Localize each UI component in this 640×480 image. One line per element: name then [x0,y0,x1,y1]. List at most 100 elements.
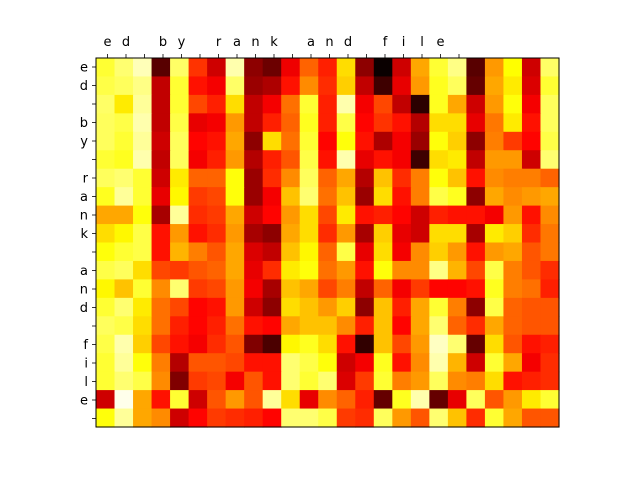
heatmap-cell-r9-c11 [299,224,319,244]
heatmap-cell-r4-c22 [503,131,523,151]
heatmap-cell-r4-c15 [373,131,393,151]
heatmap-cell-r17-c3 [151,371,171,391]
heatmap-cell-r18-c2 [133,390,153,410]
heatmap-cell-r16-c10 [281,353,301,373]
heatmap-cell-r11-c15 [373,260,393,280]
heatmap-cell-r16-c3 [151,353,171,373]
heatmap-cell-r18-c13 [336,390,356,410]
heatmap-cell-r10-c0 [96,242,116,262]
heatmap-cell-r11-c6 [207,260,227,280]
x-tick-label: a [233,35,241,50]
heatmap-cell-r19-c6 [207,408,227,428]
heatmap-cell-r19-c15 [373,408,393,428]
heatmap-cell-r15-c11 [299,334,319,354]
heatmap-cell-r13-c13 [336,297,356,317]
x-tick-label: a [307,35,315,50]
heatmap-cell-r11-c21 [484,260,505,280]
heatmap-cell-r1-c9 [262,76,282,96]
heatmap-cell-r15-c15 [373,334,393,354]
heatmap-cell-r13-c10 [281,297,301,317]
heatmap-cell-r1-c1 [114,76,134,96]
heatmap-cell-r16-c17 [410,353,430,373]
heatmap-cell-r5-c12 [318,150,338,170]
heatmap-cell-r10-c22 [503,242,523,262]
heatmap-cell-r12-c11 [299,279,319,299]
heatmap-cell-r14-c7 [225,316,245,336]
heatmap-cell-r10-c18 [429,242,449,262]
heatmap-cell-r9-c8 [244,224,264,244]
heatmap-cell-r1-c23 [521,76,542,96]
heatmap-cell-r3-c10 [281,113,301,133]
heatmap-cell-r4-c17 [410,131,430,151]
heatmap-cell-r2-c20 [466,94,486,114]
heatmap-cell-r5-c21 [484,150,505,170]
heatmap-cell-r4-c3 [151,131,171,151]
heatmap-cell-r11-c2 [133,260,153,280]
heatmap-cell-r6-c16 [392,168,412,188]
heatmap-cell-r8-c22 [503,205,523,225]
heatmap-cell-r16-c4 [170,353,190,373]
heatmap-cell-r19-c23 [521,408,542,428]
heatmap-cell-r15-c8 [244,334,264,354]
heatmap-cell-r0-c0 [96,58,116,78]
heatmap-cell-r7-c23 [521,187,542,207]
heatmap-cell-r8-c19 [447,205,467,225]
heatmap-cell-r11-c22 [503,260,523,280]
heatmap-cell-r6-c22 [503,168,523,188]
y-tick-label: l [84,375,88,390]
heatmap-cell-r16-c13 [336,353,356,373]
heatmap-cell-r11-c19 [447,260,467,280]
heatmap-cell-r18-c21 [484,390,505,410]
heatmap-cell-r18-c10 [281,390,301,410]
heatmap-cell-r2-c8 [244,94,264,114]
heatmap-cell-r17-c13 [336,371,356,391]
heatmap-cell-r12-c12 [318,279,338,299]
heatmap-cell-r11-c8 [244,260,264,280]
heatmap-cell-r9-c9 [262,224,282,244]
heatmap-cell-r0-c6 [207,58,227,78]
x-tick-label: n [325,35,333,50]
heatmap-cell-r12-c6 [207,279,227,299]
heatmap-cell-r19-c8 [244,408,264,428]
heatmap-cell-r12-c20 [466,279,486,299]
heatmap-cell-r17-c5 [188,371,208,391]
heatmap-cell-r13-c19 [447,297,467,317]
heatmap-cell-r3-c23 [521,113,542,133]
heatmap-cell-r15-c18 [429,334,449,354]
heatmap-cell-r7-c0 [96,187,116,207]
heatmap-cell-r15-c22 [503,334,523,354]
heatmap-cell-r10-c13 [336,242,356,262]
heatmap-cell-r19-c21 [484,408,505,428]
heatmap-cell-r2-c16 [392,94,412,114]
heatmap-cell-r0-c2 [133,58,153,78]
heatmap-cell-r3-c22 [503,113,523,133]
y-tick-label: e [80,61,88,76]
heatmap-cell-r15-c21 [484,334,505,354]
heatmap-cell-r1-c7 [225,76,245,96]
heatmap-cell-r19-c0 [96,408,116,428]
heatmap-cell-r8-c5 [188,205,208,225]
heatmap-cell-r16-c1 [114,353,134,373]
heatmap-cell-r16-c12 [318,353,338,373]
heatmap-cell-r4-c23 [521,131,542,151]
heatmap-cell-r13-c2 [133,297,153,317]
heatmap-cell-r7-c19 [447,187,467,207]
heatmap-cell-r4-c14 [355,131,375,151]
heatmap-cell-r11-c20 [466,260,486,280]
y-tick-label: i [84,357,88,372]
heatmap-cell-r7-c14 [355,187,375,207]
heatmap-cell-r19-c20 [466,408,486,428]
heatmap-cell-r15-c12 [318,334,338,354]
heatmap-cell-r18-c1 [114,390,134,410]
heatmap-cell-r2-c9 [262,94,282,114]
heatmap-cell-r19-c12 [318,408,338,428]
heatmap-cell-r5-c7 [225,150,245,170]
heatmap-cell-r16-c6 [207,353,227,373]
heatmap-cell-r19-c13 [336,408,356,428]
x-tick-label: e [437,35,445,50]
heatmap-cell-r8-c11 [299,205,319,225]
heatmap-cell-r12-c23 [521,279,542,299]
heatmap-cell-r10-c1 [114,242,134,262]
heatmap-cell-r13-c7 [225,297,245,317]
heatmap-cell-r11-c3 [151,260,171,280]
